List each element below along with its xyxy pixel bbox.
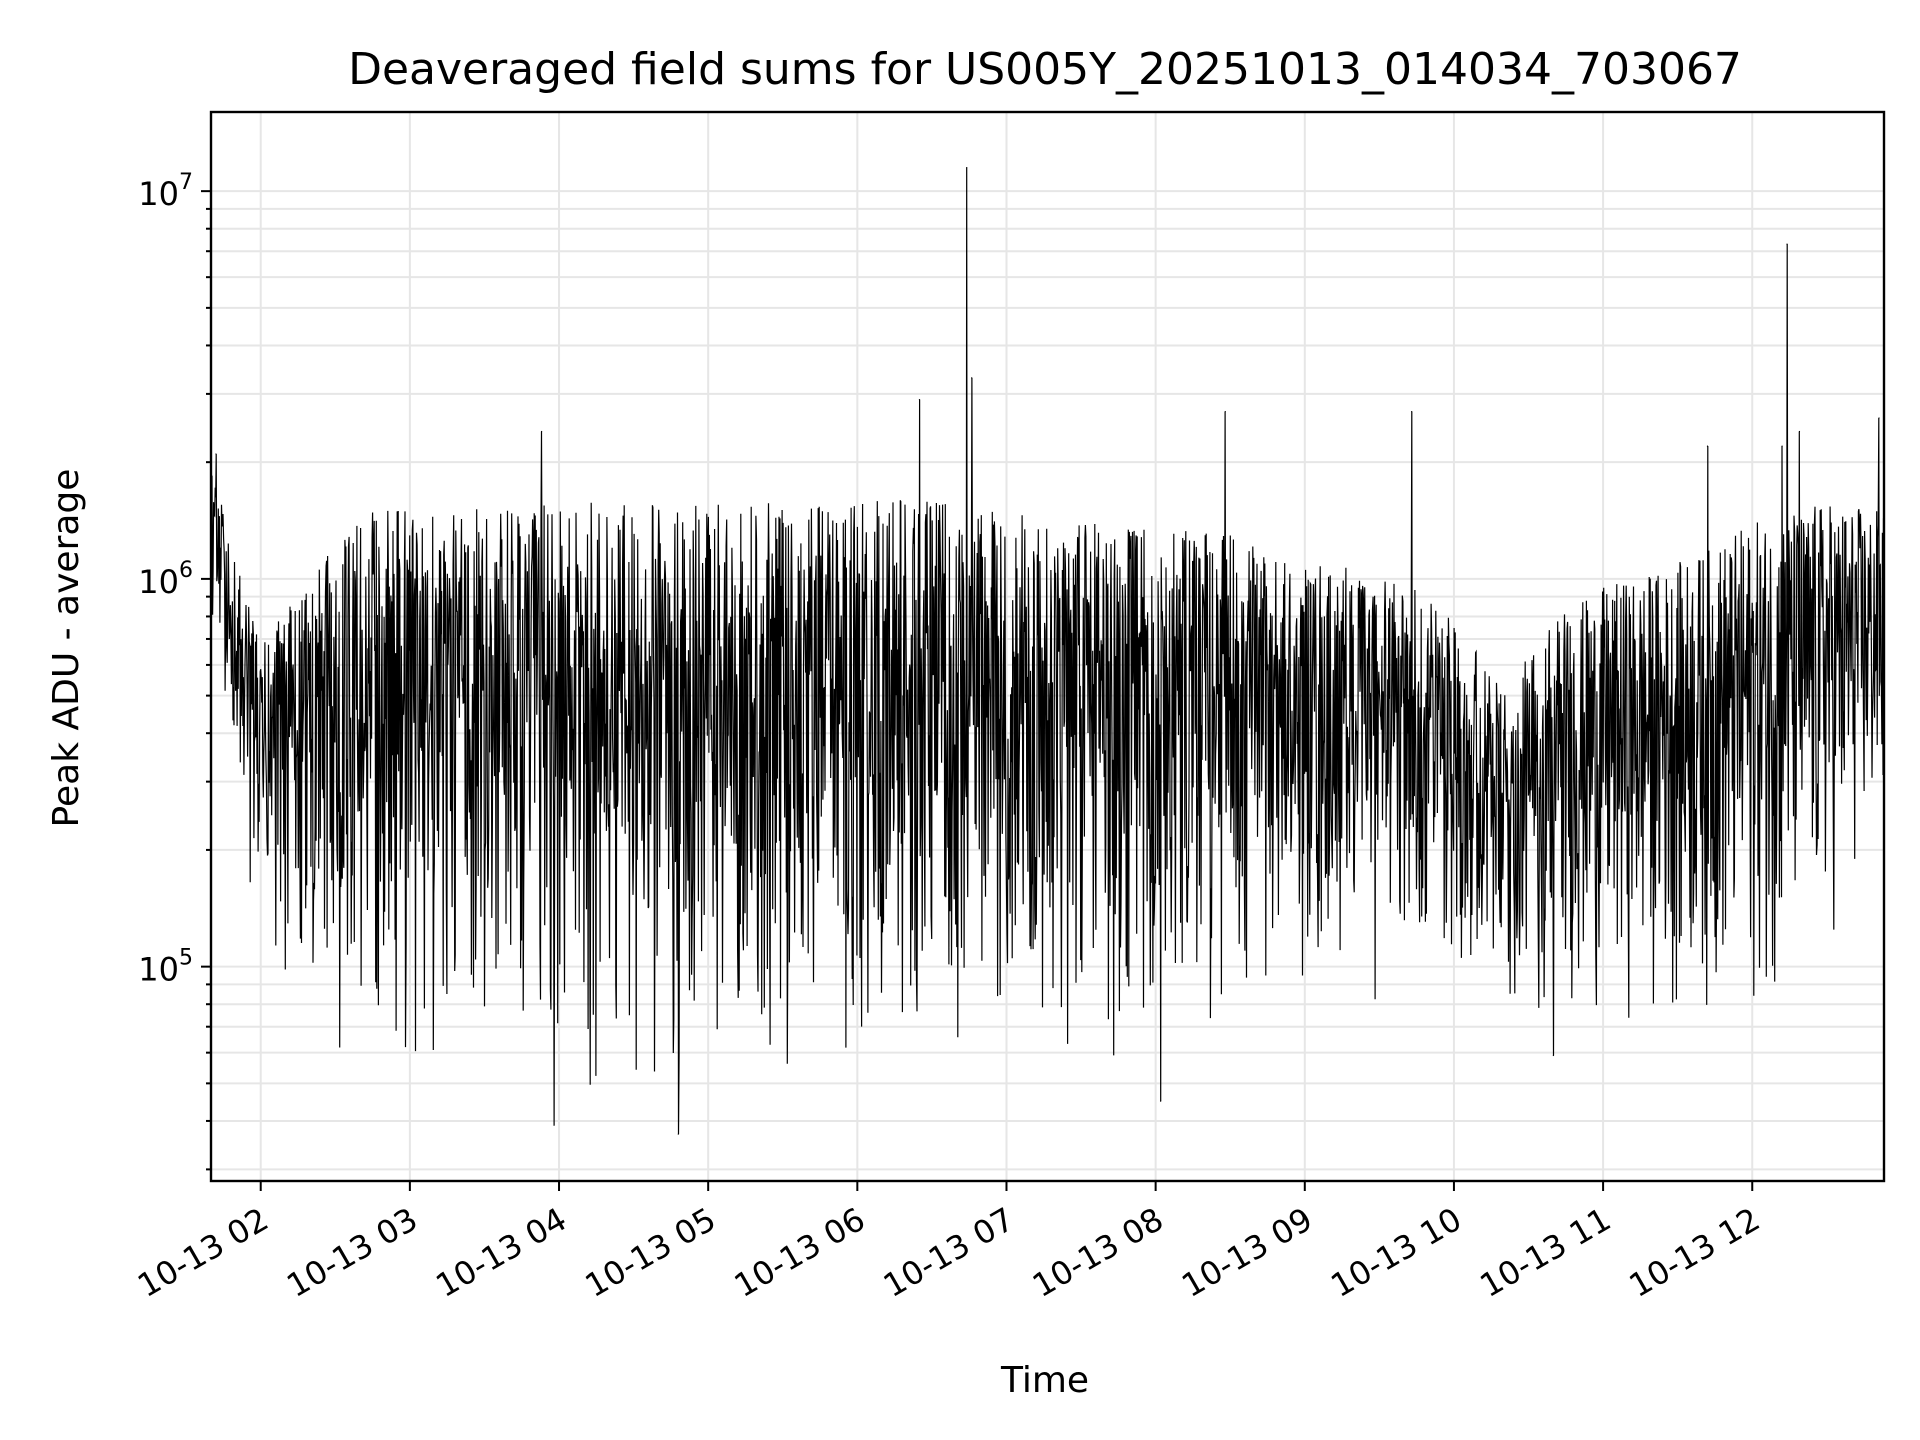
spike-point xyxy=(1411,411,1413,413)
y-tick-base: 10 xyxy=(138,563,179,601)
data-series xyxy=(210,167,1885,1135)
spike-point xyxy=(1552,1054,1554,1057)
y-tick-label: 107 xyxy=(138,170,193,213)
y-tick-label: 106 xyxy=(138,558,193,601)
spike-point xyxy=(918,398,921,401)
spike-point xyxy=(1706,445,1709,447)
spike-point xyxy=(215,453,217,455)
spike-point xyxy=(677,1133,679,1135)
spike-point xyxy=(1798,430,1801,433)
y-tick-base: 10 xyxy=(138,175,179,213)
y-tick-label: 105 xyxy=(138,946,193,989)
series-line xyxy=(210,167,1885,1135)
y-tick-exponent: 6 xyxy=(179,558,193,583)
spike-point xyxy=(1878,417,1880,419)
y-tick-exponent: 7 xyxy=(179,170,193,195)
spike-point xyxy=(1160,1100,1162,1102)
y-tick-base: 10 xyxy=(138,951,179,989)
spike-point xyxy=(1781,445,1783,447)
y-tick-exponent: 5 xyxy=(179,946,193,971)
spike-point xyxy=(541,430,543,433)
spike-point xyxy=(553,1124,555,1126)
spike-point xyxy=(1224,411,1226,413)
chart-title: Deaveraged field sums for US005Y_2025101… xyxy=(348,44,1742,95)
x-axis-label: Time xyxy=(1000,1360,1089,1401)
spike-point xyxy=(966,167,968,169)
y-axis-label: Peak ADU - average xyxy=(46,469,87,828)
plot-frame xyxy=(209,110,1886,1183)
spike-point xyxy=(971,377,973,379)
spike-point xyxy=(1786,243,1788,245)
